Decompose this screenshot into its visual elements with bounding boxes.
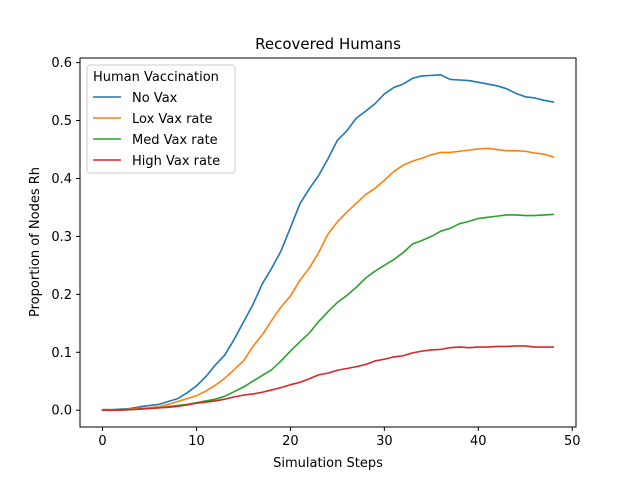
- x-tick-label: 30: [376, 434, 393, 449]
- legend: Human Vaccination No Vax Lox Vax rate Med …: [86, 64, 236, 174]
- series-line-0: [101, 74, 555, 411]
- legend-label-1: Lox Vax rate: [132, 112, 212, 127]
- plot-area: [101, 74, 555, 412]
- legend-label-3: High Vax rate: [132, 154, 220, 169]
- y-tick-label: 0.1: [51, 346, 72, 361]
- x-tick-label: 0: [98, 434, 106, 449]
- x-tick-label: 50: [564, 434, 581, 449]
- y-tick-label: 0.0: [51, 404, 72, 419]
- y-tick-label: 0.5: [51, 114, 72, 129]
- x-tick-label: 10: [188, 434, 205, 449]
- legend-box: [86, 64, 236, 174]
- legend-label-0: No Vax: [132, 91, 178, 106]
- axes-frame: [79, 57, 577, 428]
- y-tick-label: 0.3: [51, 230, 72, 245]
- y-tick-label: 0.6: [51, 56, 72, 71]
- y-axis-label: Proportion of Nodes Rh: [28, 167, 43, 317]
- chart-title: Recovered Humans: [255, 35, 401, 53]
- legend-label-2: Med Vax rate: [132, 133, 218, 148]
- x-tick-label: 20: [282, 434, 299, 449]
- axis-ticks: 0 10 20 30 40 50 0.0 0.1 0.2 0.3 0.4 0.5 0.6: [51, 56, 580, 449]
- y-tick-label: 0.2: [51, 288, 72, 303]
- legend-title: Human Vaccination: [93, 70, 219, 85]
- series-line-3: [101, 345, 555, 412]
- series-line-1: [101, 147, 555, 411]
- x-axis-label: Simulation Steps: [273, 456, 383, 471]
- y-tick-label: 0.4: [51, 172, 72, 187]
- x-tick-label: 40: [470, 434, 487, 449]
